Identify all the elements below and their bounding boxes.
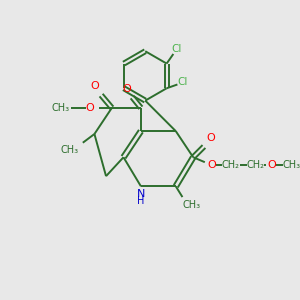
Text: CH₃: CH₃	[52, 103, 70, 113]
Text: O: O	[90, 81, 99, 91]
Text: Cl: Cl	[172, 44, 182, 54]
Text: H: H	[137, 196, 145, 206]
Text: CH₂: CH₂	[247, 160, 265, 170]
Text: CH₃: CH₃	[283, 160, 300, 170]
Text: O: O	[208, 160, 217, 170]
Text: Cl: Cl	[177, 77, 188, 88]
Text: CH₃: CH₃	[183, 200, 201, 210]
Text: CH₃: CH₃	[61, 145, 79, 155]
Text: O: O	[122, 84, 131, 94]
Text: O: O	[86, 103, 94, 113]
Text: CH₂: CH₂	[222, 160, 240, 170]
Text: N: N	[137, 190, 145, 200]
Text: O: O	[206, 134, 215, 143]
Text: O: O	[267, 160, 276, 170]
